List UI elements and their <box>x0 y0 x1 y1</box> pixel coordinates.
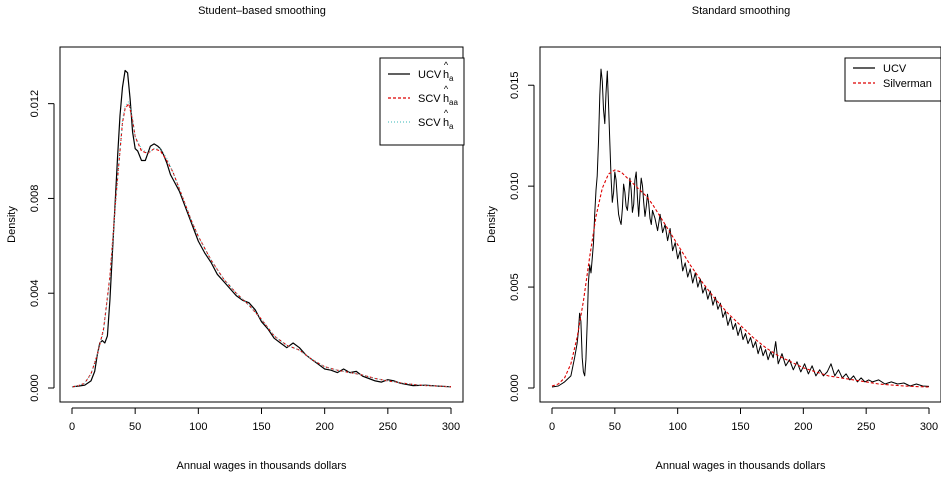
legend-symbol: h <box>443 69 449 81</box>
y-axis: 0.000 0.004 0.008 0.012 <box>29 90 55 402</box>
legend-entry: UCV <box>883 63 907 75</box>
legend-hat: ^ <box>444 108 449 118</box>
y-tick-label: 0.012 <box>29 90 41 118</box>
legend-symbol: h <box>443 93 449 105</box>
x-tick-label: 100 <box>668 421 686 433</box>
y-tick-label: 0.005 <box>509 273 521 301</box>
legend-subscript: a <box>449 74 454 83</box>
x-axis: 0 50 100 150 200 250 300 <box>69 407 460 433</box>
legend-entry: SCV <box>418 93 441 105</box>
chart-title: Standard smoothing <box>692 5 790 17</box>
x-tick-label: 200 <box>315 421 333 433</box>
legend-hat: ^ <box>444 60 449 70</box>
y-axis-label: Density <box>6 206 18 243</box>
panel-2: Standard smoothing 0 50 100 150 200 250 300 Annu… <box>486 5 941 472</box>
y-tick-label: 0.000 <box>29 374 41 402</box>
y-tick-label: 0.004 <box>29 279 41 307</box>
x-tick-label: 200 <box>794 421 812 433</box>
y-axis: 0.000 0.005 0.010 0.015 <box>509 71 535 402</box>
series-line-2 <box>71 103 452 388</box>
x-tick-label: 50 <box>129 421 141 433</box>
x-axis-label: Annual wages in thousands dollars <box>655 460 826 472</box>
y-tick-label: 0.008 <box>29 185 41 213</box>
legend-box <box>844 57 941 102</box>
legend-box <box>379 57 465 146</box>
y-tick-label: 0.015 <box>509 71 521 99</box>
y-tick-label: 0.010 <box>509 172 521 200</box>
x-tick-label: 150 <box>252 421 270 433</box>
x-tick-label: 100 <box>189 421 207 433</box>
plot-frame <box>59 46 464 403</box>
legend-entry: SCV <box>418 117 441 129</box>
legend-symbol: h <box>443 117 449 129</box>
x-tick-label: 150 <box>731 421 749 433</box>
x-axis: 0 50 100 150 200 250 300 <box>549 407 938 433</box>
legend-entry: UCV <box>418 69 442 81</box>
x-tick-label: 0 <box>69 421 75 433</box>
chart-title: Student–based smoothing <box>198 5 326 17</box>
x-tick-label: 300 <box>442 421 460 433</box>
x-tick-label: 250 <box>857 421 875 433</box>
x-tick-label: 0 <box>549 421 555 433</box>
legend-subscript: aa <box>449 98 458 107</box>
x-tick-label: 50 <box>609 421 621 433</box>
legend: UCV Silverman <box>844 57 941 102</box>
legend-hat: ^ <box>444 84 449 94</box>
series-line-2 <box>551 169 930 388</box>
legend-subscript: a <box>449 122 454 131</box>
legend-entry: Silverman <box>883 78 932 90</box>
series-line-3 <box>71 100 452 388</box>
x-tick-label: 300 <box>920 421 938 433</box>
y-tick-label: 0.000 <box>509 374 521 402</box>
x-tick-label: 250 <box>379 421 397 433</box>
plot-frame <box>539 46 941 403</box>
series-line-1 <box>551 68 930 388</box>
x-axis-label: Annual wages in thousands dollars <box>176 460 347 472</box>
panel-1: Student–based smoothing 0 50 100 150 200 250 30… <box>6 5 465 472</box>
y-axis-label: Density <box>486 206 498 243</box>
